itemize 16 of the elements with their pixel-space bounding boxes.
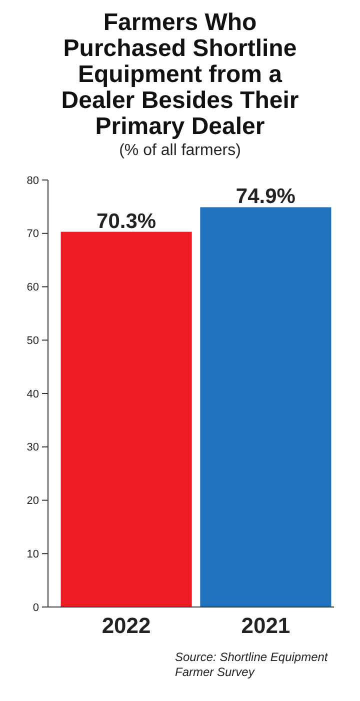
data-label: 74.9% <box>236 185 296 208</box>
y-tick-label: 80 <box>26 174 39 187</box>
y-tick-label: 70 <box>26 228 39 240</box>
x-tick-label: 2021 <box>241 613 290 638</box>
y-tick-label: 50 <box>26 334 39 347</box>
chart-title: Farmers Who Purchased Shortline Equipment from a Dealer Besides Their Primary Dealer <box>61 9 299 140</box>
data-label: 70.3% <box>96 210 156 233</box>
y-tick-label: 40 <box>26 388 39 400</box>
y-tick-label: 10 <box>26 548 39 560</box>
chart-subtitle: (% of all farmers) <box>119 142 241 159</box>
y-tick-label: 60 <box>26 282 39 294</box>
y-tick-label: 20 <box>26 495 39 508</box>
y-tick-label: 0 <box>32 602 39 614</box>
source-note: Source: Shortline Equipment Farmer Survey <box>175 650 328 679</box>
x-tick-label: 2022 <box>102 613 151 638</box>
y-tick-label: 30 <box>26 442 39 454</box>
